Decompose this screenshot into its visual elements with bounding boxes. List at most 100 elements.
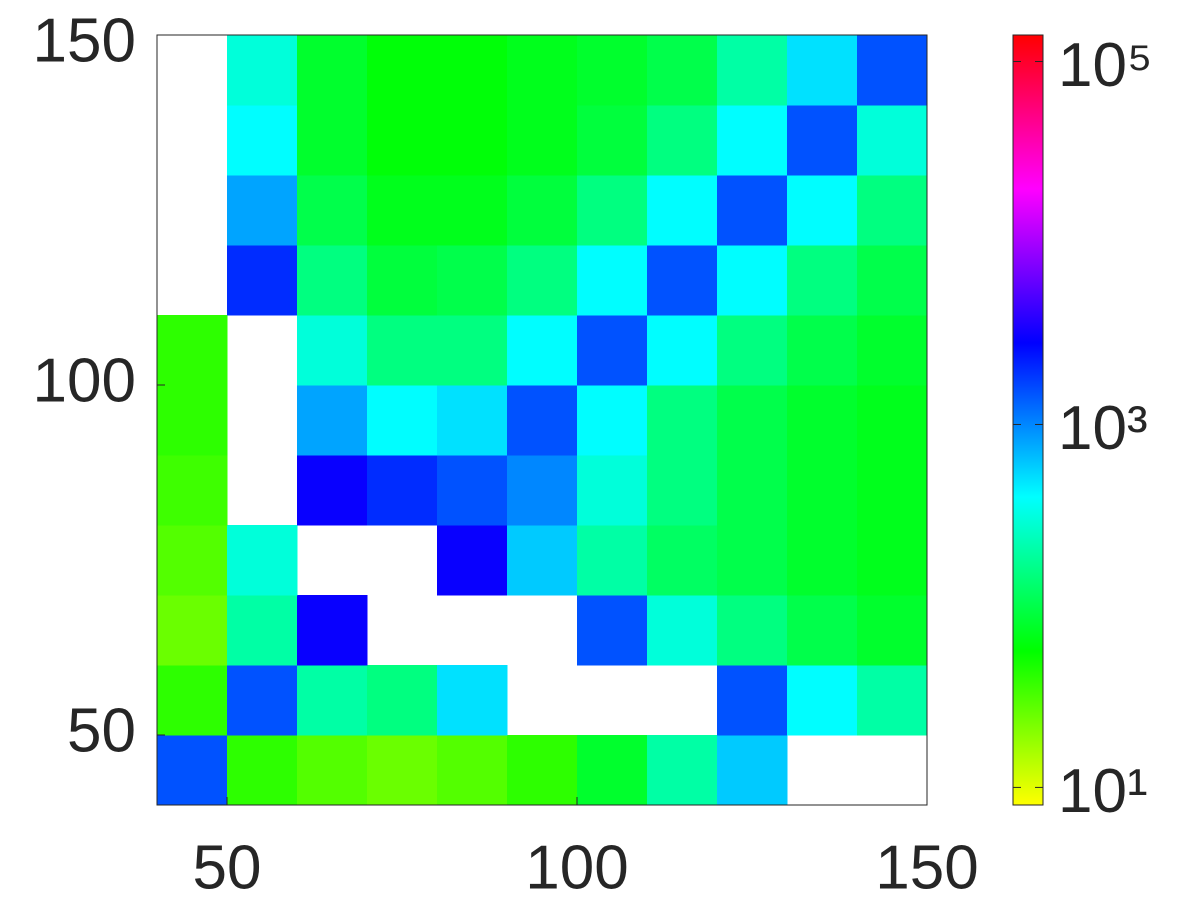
heatmap-cell — [437, 315, 508, 386]
heatmap-cell — [717, 105, 788, 176]
heatmap-cell — [857, 175, 928, 246]
heatmap-cell — [857, 35, 928, 106]
heatmap-cell — [647, 175, 718, 246]
heatmap — [157, 35, 928, 806]
heatmap-cell — [647, 105, 718, 176]
heatmap-cell — [437, 385, 508, 456]
heatmap-cell — [717, 525, 788, 596]
heatmap-cell — [787, 35, 858, 106]
heatmap-cell — [227, 595, 298, 666]
heatmap-cell — [437, 525, 508, 596]
heatmap-cell — [507, 735, 578, 806]
heatmap-cell — [297, 595, 368, 666]
heatmap-cell — [647, 525, 718, 596]
heatmap-cell — [297, 665, 368, 736]
heatmap-cell — [787, 385, 858, 456]
heatmap-cell — [437, 175, 508, 246]
heatmap-cell — [857, 455, 928, 526]
heatmap-cell — [507, 105, 578, 176]
heatmap-cell — [857, 665, 928, 736]
heatmap-cell — [717, 385, 788, 456]
heatmap-cell — [227, 35, 298, 106]
heatmap-cell — [647, 245, 718, 316]
heatmap-cell — [857, 385, 928, 456]
heatmap-cell — [787, 525, 858, 596]
heatmap-cell — [717, 455, 788, 526]
heatmap-cell — [367, 315, 438, 386]
heatmap-cell — [157, 735, 228, 806]
heatmap-cell — [367, 665, 438, 736]
heatmap-cell — [577, 245, 648, 316]
heatmap-cell — [297, 385, 368, 456]
heatmap-cell — [577, 735, 648, 806]
x-tick-label: 50 — [193, 833, 262, 902]
heatmap-cell — [507, 525, 578, 596]
heatmap-cell — [507, 315, 578, 386]
heatmap-cell — [647, 735, 718, 806]
heatmap-cell — [577, 35, 648, 106]
heatmap-cell — [227, 105, 298, 176]
heatmap-cell — [787, 455, 858, 526]
heatmap-cell — [647, 35, 718, 106]
heatmap-cell — [647, 595, 718, 666]
heatmap-cell — [297, 105, 368, 176]
heatmap-cell — [507, 455, 578, 526]
plot-frame — [156, 34, 928, 806]
heatmap-cell — [787, 595, 858, 666]
heatmap-cell — [297, 735, 368, 806]
heatmap-cell — [157, 665, 228, 736]
heatmap-cell — [577, 315, 648, 386]
heatmap-cell — [437, 455, 508, 526]
heatmap-cell — [297, 245, 368, 316]
y-tick-label: 150 — [33, 6, 136, 75]
heatmap-cell — [157, 595, 228, 666]
heatmap-cell — [367, 455, 438, 526]
heatmap-cell — [157, 315, 228, 386]
heatmap-cell — [787, 175, 858, 246]
heatmap-cell — [717, 595, 788, 666]
heatmap-cell — [717, 735, 788, 806]
heatmap-cell — [507, 245, 578, 316]
heatmap-cell — [297, 35, 368, 106]
heatmap-cell — [717, 35, 788, 106]
heatmap-cell — [717, 665, 788, 736]
heatmap-cell — [227, 735, 298, 806]
heatmap-cell — [297, 175, 368, 246]
heatmap-cell — [297, 455, 368, 526]
heatmap-cell — [367, 385, 438, 456]
heatmap-cell — [787, 245, 858, 316]
heatmap-cell — [857, 525, 928, 596]
heatmap-cell — [857, 315, 928, 386]
heatmap-cell — [367, 245, 438, 316]
colorbar — [1012, 34, 1044, 806]
heatmap-cell — [367, 105, 438, 176]
heatmap-cell — [437, 735, 508, 806]
x-tick-label: 100 — [525, 833, 628, 902]
heatmap-cell — [647, 315, 718, 386]
heatmap-cell — [717, 315, 788, 386]
y-tick-label: 100 — [33, 346, 136, 415]
heatmap-cell — [437, 665, 508, 736]
heatmap-cell — [647, 455, 718, 526]
heatmap-cell — [227, 665, 298, 736]
heatmap-cell — [227, 525, 298, 596]
heatmap-cell — [857, 105, 928, 176]
heatmap-cell — [157, 525, 228, 596]
x-tick-label: 150 — [875, 833, 978, 902]
heatmap-cell — [857, 245, 928, 316]
heatmap-cell — [857, 595, 928, 666]
colorbar-tick-label: 10⁵ — [1058, 31, 1153, 100]
heatmap-cell — [577, 595, 648, 666]
heatmap-cell — [577, 105, 648, 176]
heatmap-cell — [787, 105, 858, 176]
heatmap-cell — [577, 385, 648, 456]
heatmap-cell — [577, 525, 648, 596]
heatmap-cell — [437, 105, 508, 176]
heatmap-cell — [367, 735, 438, 806]
heatmap-cell — [367, 35, 438, 106]
heatmap-cell — [507, 385, 578, 456]
heatmap-cell — [227, 245, 298, 316]
heatmap-cell — [157, 385, 228, 456]
heatmap-cell — [227, 175, 298, 246]
y-tick-label: 50 — [67, 696, 136, 765]
